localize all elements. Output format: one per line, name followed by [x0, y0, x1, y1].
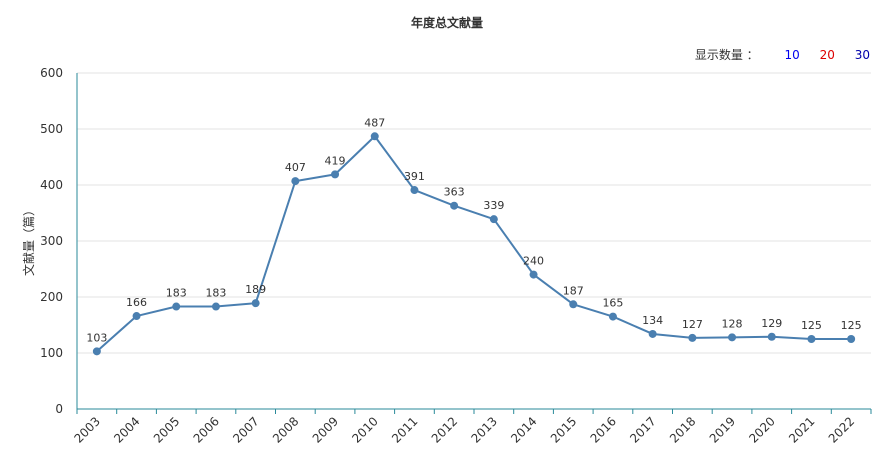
x-tick-label: 2015: [548, 414, 579, 445]
data-label: 127: [682, 318, 703, 331]
x-tick-label: 2009: [310, 414, 341, 445]
x-tick-label: 2018: [667, 414, 698, 445]
y-tick-label: 0: [55, 402, 63, 416]
data-point: [569, 300, 578, 309]
y-tick-label: 600: [40, 66, 63, 80]
data-label: 240: [523, 255, 544, 268]
x-tick-label: 2003: [71, 414, 102, 445]
data-label: 125: [841, 319, 862, 332]
data-point: [767, 332, 776, 341]
data-point: [847, 335, 856, 343]
data-label: 407: [285, 161, 306, 174]
data-label: 103: [86, 331, 107, 344]
data-label: 189: [245, 283, 266, 296]
x-tick-label: 2017: [627, 414, 658, 445]
count-option-30[interactable]: 30: [854, 48, 870, 62]
y-tick-label: 400: [40, 178, 63, 192]
x-tick-label: 2014: [508, 414, 539, 445]
x-tick-label: 2012: [429, 414, 460, 445]
x-tick-label: 2019: [707, 414, 738, 445]
data-label: 487: [364, 116, 385, 129]
data-point: [331, 170, 340, 179]
x-tick-label: 2022: [826, 414, 857, 445]
x-tick-label: 2020: [746, 414, 777, 445]
x-tick-label: 2010: [349, 414, 380, 445]
x-tick-label: 2021: [786, 414, 817, 445]
data-point: [291, 177, 300, 186]
data-label: 183: [166, 287, 187, 300]
y-tick-label: 200: [40, 290, 63, 304]
data-labels: 103 166 183 183 189 407 419 487 391 363 339 240 187 1…: [86, 116, 861, 344]
y-tick-label: 500: [40, 122, 63, 136]
y-axis-ticks: 0 100 200 300 400 500 600: [40, 66, 63, 416]
data-label: 391: [404, 170, 425, 183]
data-point: [728, 333, 737, 342]
x-tick-label: 2008: [270, 414, 301, 445]
data-point: [370, 132, 379, 141]
series: [92, 132, 856, 356]
data-label: 165: [602, 297, 623, 310]
chart-title: 年度总文献量: [410, 16, 483, 30]
data-point: [172, 302, 181, 311]
display-count-label: 显示数量 ：: [694, 48, 759, 62]
count-option-10[interactable]: 10: [784, 48, 800, 62]
data-label: 134: [642, 314, 663, 327]
data-point: [251, 299, 260, 308]
data-point: [489, 215, 498, 224]
data-point: [608, 312, 617, 321]
grid-lines: [77, 72, 871, 354]
data-label: 187: [563, 284, 584, 297]
data-label: 166: [126, 296, 147, 309]
count-option-20[interactable]: 20: [819, 48, 835, 62]
data-point: [410, 186, 419, 195]
x-tick-label: 2007: [230, 414, 261, 445]
x-tick-label: 2006: [191, 414, 222, 445]
x-tick-label: 2016: [588, 414, 619, 445]
data-label: 125: [801, 319, 822, 332]
data-point: [211, 302, 220, 311]
series-line: [96, 135, 852, 353]
y-tick-label: 100: [40, 346, 63, 360]
data-label: 129: [761, 317, 782, 330]
x-tick-label: 2013: [468, 414, 499, 445]
data-point: [688, 333, 697, 342]
data-label: 183: [205, 287, 226, 300]
data-point: [648, 329, 657, 338]
data-label: 363: [444, 186, 465, 199]
x-tick-label: 2005: [151, 414, 182, 445]
y-axis-label: 文献量（篇）: [21, 204, 36, 276]
data-label: 419: [325, 154, 346, 167]
data-point: [529, 270, 538, 279]
x-tick-label: 2011: [389, 414, 420, 445]
data-label: 128: [722, 317, 743, 330]
data-point: [92, 347, 101, 356]
data-point: [807, 335, 816, 343]
x-axis-ticks: 2003 2004 2005 2006 2007 2008 2009 2010 2011 2012…: [71, 409, 872, 446]
data-label: 339: [483, 199, 504, 212]
y-tick-label: 300: [40, 234, 63, 248]
data-point: [450, 201, 459, 210]
display-count-selector: 显示数量 ： 10 20 30: [695, 46, 870, 63]
data-point: [132, 312, 141, 321]
x-tick-label: 2004: [111, 414, 142, 445]
